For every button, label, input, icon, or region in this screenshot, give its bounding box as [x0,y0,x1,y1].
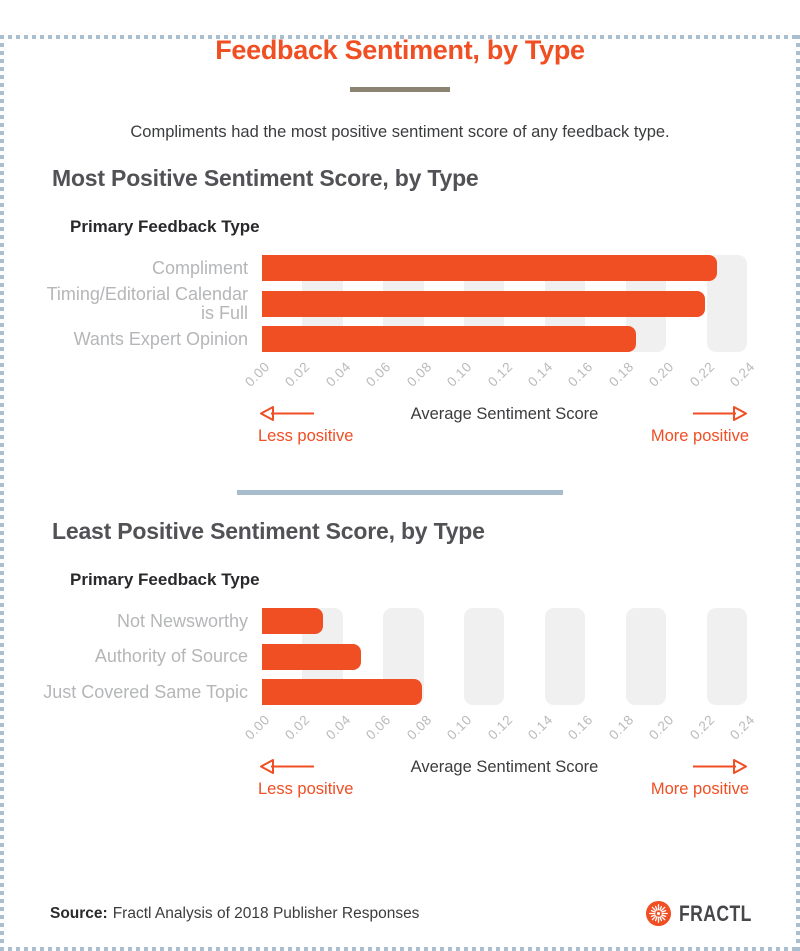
category-label: Timing/Editorial Calendar is Full [46,283,248,323]
axis-ticks: 0.00 0.02 0.04 0.06 0.08 0.10 0.12 0.14 0.16 0.18… [242,705,758,751]
x-axis-label: Average Sentiment Score [410,405,599,423]
bar-chart: Compliment Timing/Editorial Calendar is F… [40,255,800,352]
bar [262,679,422,705]
chart-section-most-positive: Most Positive Sentiment Score, by Type P… [0,165,800,448]
category-label: Authority of Source [94,646,248,666]
axis-ticks: 0.00 0.02 0.04 0.06 0.08 0.10 0.12 0.14 0.16 0.18… [242,352,758,398]
bar-row [262,255,747,281]
section-title: Least Positive Sentiment Score, by Type [52,518,485,544]
bar [262,643,362,670]
axis-annotations: Average Sentiment Score Less positive Mo… [258,755,749,801]
bar-chart: Not Newsworthy Authority of Source Just Co… [40,608,800,705]
bar-row [262,608,747,634]
bar-row [262,679,747,705]
page-border-bottom [0,947,800,951]
brand-name: FRACTL [679,900,752,926]
source-line: Source: Fractl Analysis of 2018 Publisher… [50,905,419,923]
category-label: Compliment [151,257,248,278]
y-axis-title: Primary Feedback Type [70,570,260,589]
page-border-right [796,35,800,951]
bar [262,255,717,281]
page-border-top [0,35,800,39]
title-divider [350,87,450,92]
chart-section-least-positive: Least Positive Sentiment Score, by Type … [0,518,800,801]
less-positive-label: Less positive [258,780,354,798]
bar-row [262,326,747,352]
category-labels: Compliment Timing/Editorial Calendar is F… [40,255,248,352]
category-label: Wants Expert Opinion [73,328,248,349]
less-positive-label: Less positive [258,427,354,445]
source-text: Fractl Analysis of 2018 Publisher Respon… [112,904,420,922]
plot-area [262,608,747,705]
more-positive-label: More positive [650,780,749,798]
grid-band [706,608,747,705]
category-labels: Not Newsworthy Authority of Source Just Co… [40,608,248,705]
bar [262,290,705,317]
page-title: Feedback Sentiment, by Type [215,35,585,65]
grid-band [464,608,505,705]
more-positive-label: More positive [650,427,749,445]
left-arrow-icon [260,759,314,774]
axis-annotations: Average Sentiment Score Less positive Mo… [258,402,749,448]
left-arrow-icon [260,406,314,421]
grid-band [544,608,586,705]
category-label: Not Newsworthy [116,610,248,631]
bar [262,326,636,352]
plot-area [262,255,747,352]
fractl-sunburst-icon [645,900,672,927]
x-axis-label: Average Sentiment Score [410,758,599,776]
bar [262,608,323,634]
bar-row [262,290,747,317]
brand-logo: FRACTL [645,900,770,927]
right-arrow-icon [693,759,747,774]
section-divider [237,490,563,495]
page-border-left [0,35,4,951]
footer: Source: Fractl Analysis of 2018 Publisher… [50,900,770,927]
right-arrow-icon [693,406,747,421]
bar-row [262,643,747,670]
page-subtitle: Compliments had the most positive sentim… [130,123,670,141]
category-label: Just Covered Same Topic [43,681,248,702]
source-label: Source: [50,904,108,922]
y-axis-title: Primary Feedback Type [70,217,260,236]
section-title: Most Positive Sentiment Score, by Type [52,165,479,191]
grid-band [625,608,667,705]
